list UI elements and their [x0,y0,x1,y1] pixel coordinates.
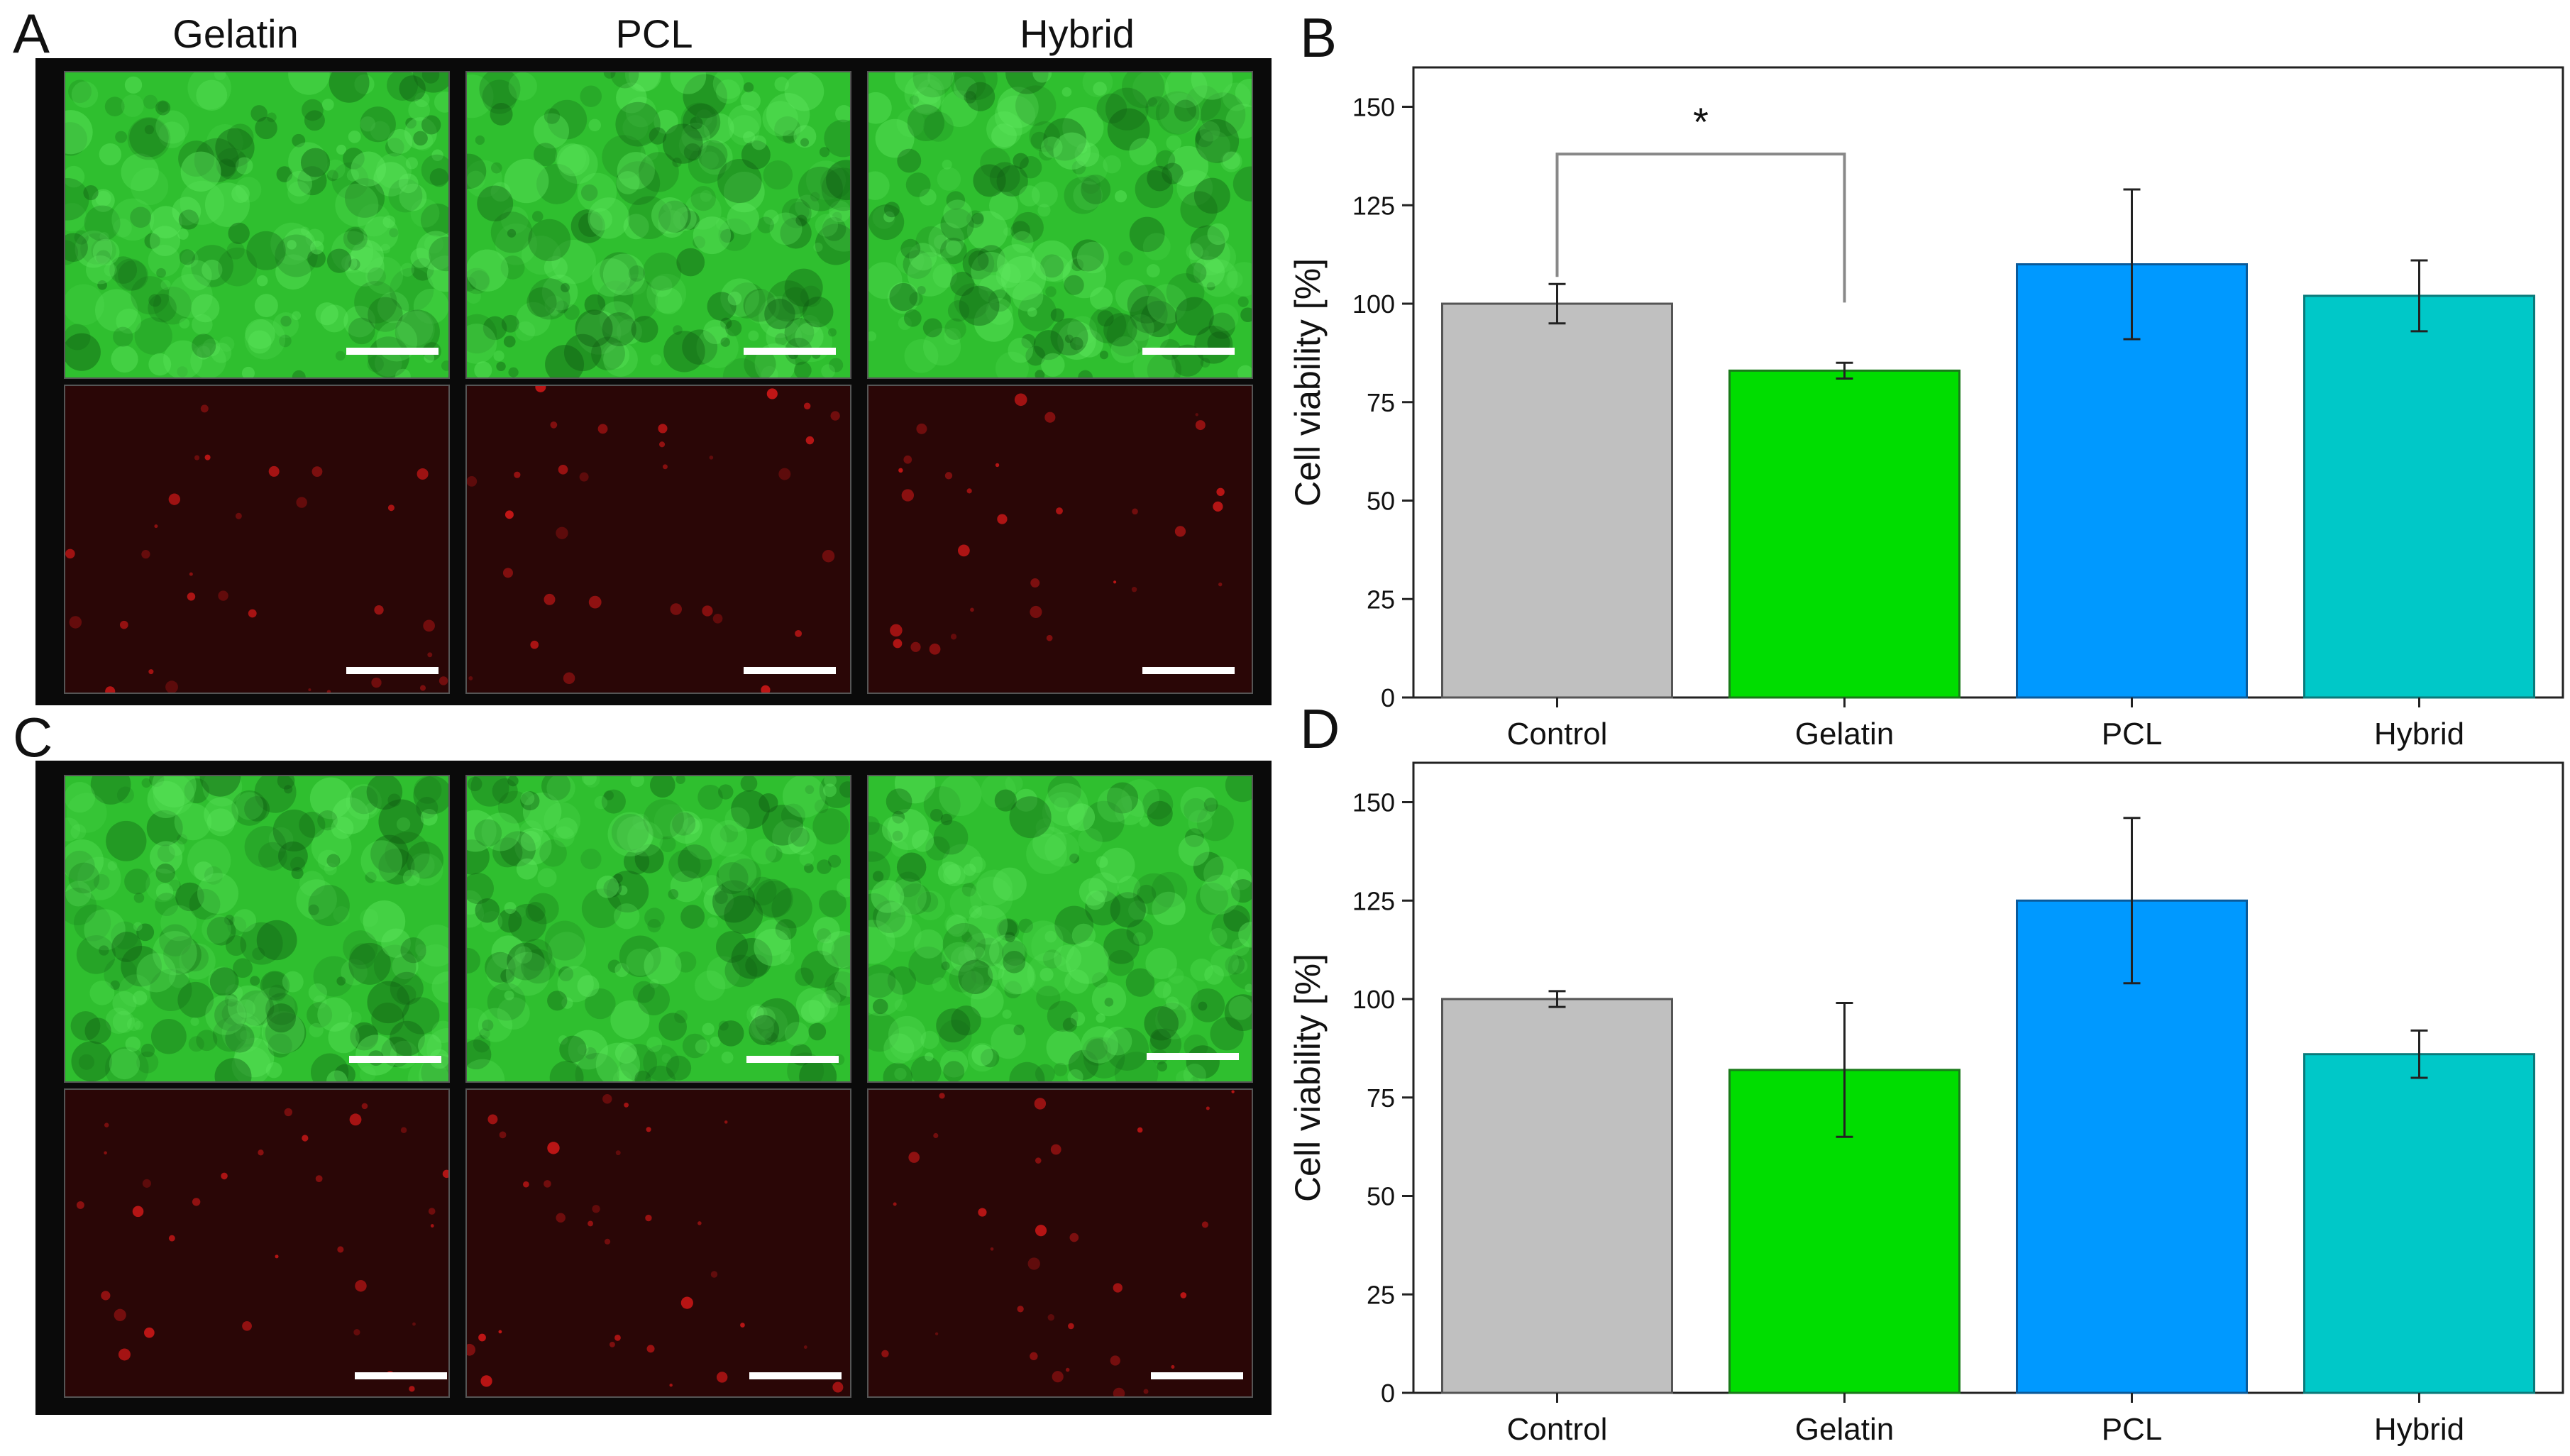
y-tick-label: 25 [1367,1280,1395,1309]
y-tick-label: 50 [1367,1182,1395,1211]
live-hybrid-c [867,775,1253,1083]
live-gelatin-c [64,775,450,1083]
dead-gelatin-a [64,385,450,694]
x-tick-label: Control [1507,1412,1608,1447]
header-hybrid: Hybrid [1020,11,1135,56]
plot-frame [1412,66,2564,699]
bar-hybrid [2303,1053,2535,1394]
y-axis-label: Cell viability [%] [1288,258,1328,507]
scale-bar [749,1372,842,1379]
scale-bar [346,667,439,674]
scale-bar [346,348,439,355]
y-tick-label: 75 [1367,388,1395,417]
scale-bar [1142,667,1235,674]
significance-star: * [1693,99,1709,144]
y-tick-label: 150 [1352,93,1395,122]
y-tick-label: 25 [1367,585,1395,614]
y-tick-label: 150 [1352,788,1395,817]
header-gelatin: Gelatin [172,11,299,56]
header-pcl: PCL [615,11,693,56]
x-tick-label: Gelatin [1795,717,1894,751]
bar-control [1441,302,1673,699]
y-tick-label: 125 [1352,191,1395,220]
y-tick-label: 75 [1367,1083,1395,1113]
scale-bar [744,667,836,674]
scale-bar [1147,1053,1239,1060]
scale-bar [349,1056,441,1063]
scale-bar [744,348,836,355]
scale-bar [1142,348,1235,355]
y-tick-label: 100 [1352,985,1395,1014]
y-tick-label: 125 [1352,886,1395,915]
dead-gelatin-c [64,1088,450,1398]
dead-hybrid-a [867,385,1253,694]
y-tick-label: 0 [1381,683,1395,712]
bar-gelatin [1728,369,1960,699]
plot-frame [1412,761,2564,1394]
x-tick-label: Control [1507,717,1608,751]
significance-bracket [1555,153,1846,303]
dead-pcl-c [465,1088,851,1398]
dead-pcl-a [465,385,851,694]
y-tick-label: 0 [1381,1379,1395,1408]
x-tick-label: Hybrid [2374,717,2464,751]
x-tick-label: PCL [2102,1412,2163,1447]
live-pcl-c [465,775,851,1083]
scale-bar [1151,1372,1243,1379]
scale-bar [746,1056,839,1063]
x-tick-label: Gelatin [1795,1412,1894,1447]
dead-hybrid-c [867,1088,1253,1398]
panel-letter-d: D [1300,697,1340,760]
live-pcl-a [465,71,851,379]
panel-letter-b: B [1300,6,1338,69]
y-axis-label: Cell viability [%] [1288,954,1328,1202]
x-tick-label: Hybrid [2374,1412,2464,1447]
bar-control [1441,998,1673,1394]
panel-letter-c: C [13,706,53,768]
y-tick-label: 100 [1352,289,1395,319]
x-tick-label: PCL [2102,717,2163,751]
y-tick-label: 50 [1367,487,1395,516]
live-hybrid-a [867,71,1253,379]
panel-letter-a: A [13,2,50,65]
scale-bar [355,1372,447,1379]
live-gelatin-a [64,71,450,379]
